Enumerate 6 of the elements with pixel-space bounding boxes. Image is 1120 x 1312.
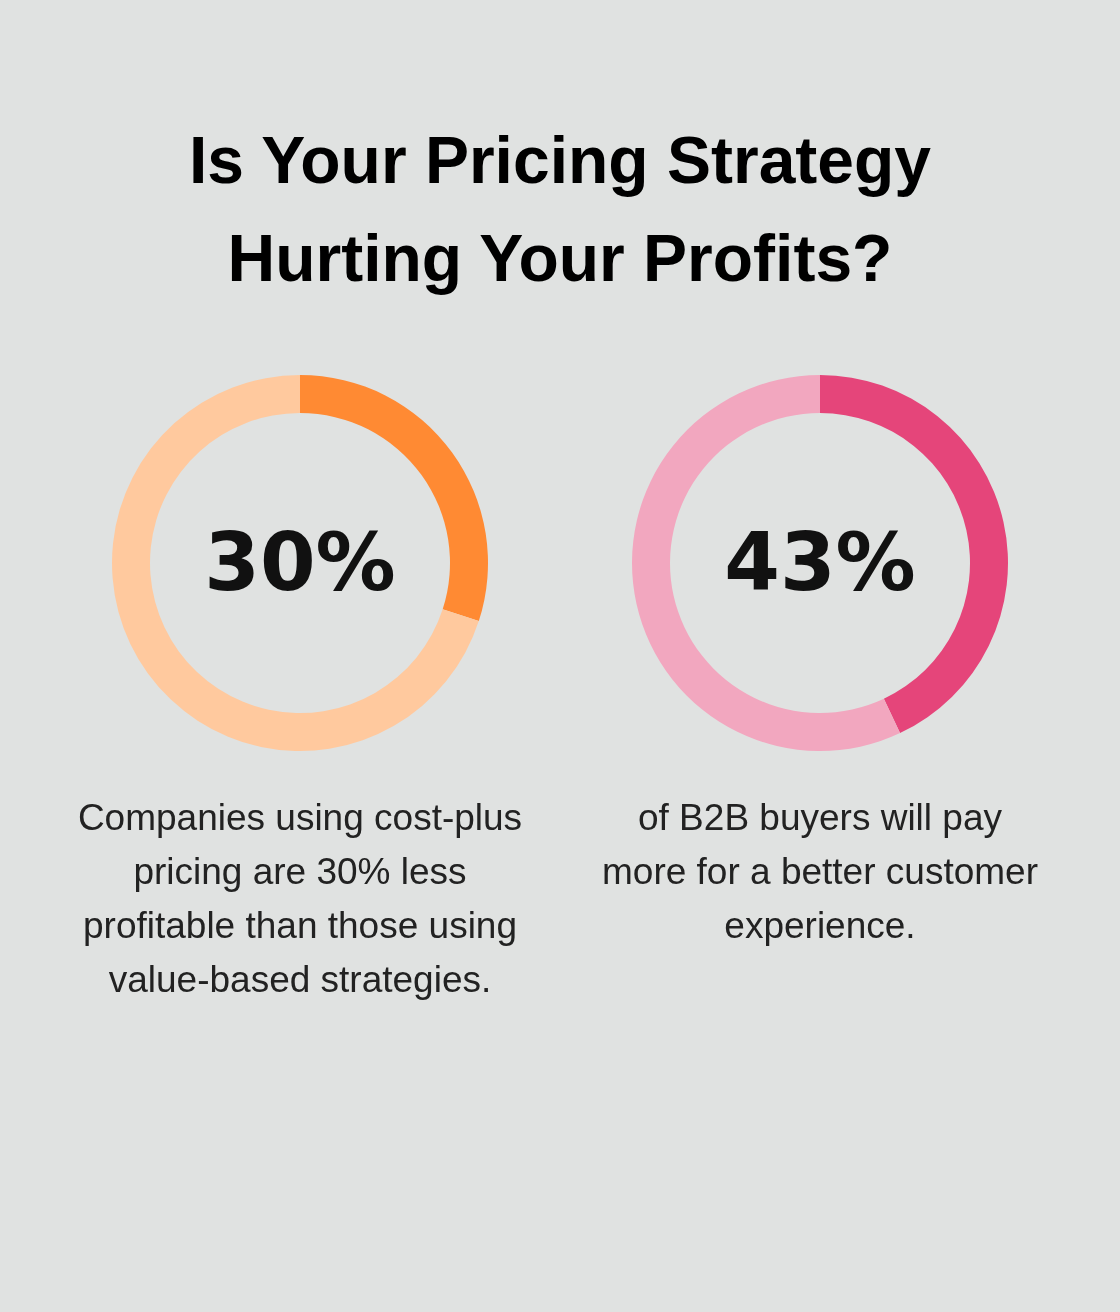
chart-title: Is Your Pricing Strategy Hurting Your Profits? bbox=[188, 123, 932, 295]
text: of B2B buyers will pay more for a better customer experience. bbox=[602, 797, 1038, 946]
text: 30% bbox=[204, 516, 396, 609]
donut-slice bbox=[112, 375, 479, 751]
text: 43% bbox=[724, 516, 916, 609]
text: Companies using cost-plus pricing are 30% less profitable than those using value-based strategies. bbox=[77, 797, 523, 1000]
